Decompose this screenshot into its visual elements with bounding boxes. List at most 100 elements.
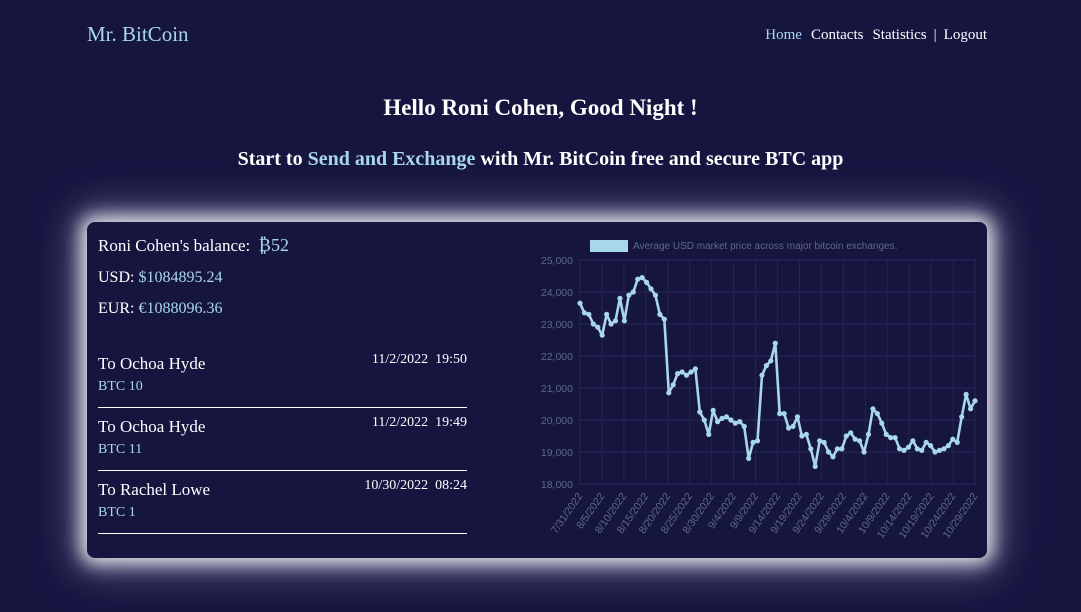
data-point[interactable] <box>604 311 610 317</box>
data-point[interactable] <box>959 414 965 420</box>
data-point[interactable] <box>688 369 694 375</box>
transaction-item[interactable]: To Ochoa Hyde 11/2/2022 19:49 BTC 11 <box>98 408 467 471</box>
data-point[interactable] <box>657 311 663 317</box>
data-point[interactable] <box>577 300 583 306</box>
data-point[interactable] <box>648 286 654 292</box>
data-point[interactable] <box>910 438 916 444</box>
data-point[interactable] <box>888 435 894 441</box>
data-point[interactable] <box>852 436 858 442</box>
data-point[interactable] <box>799 433 805 439</box>
data-point[interactable] <box>781 411 787 417</box>
data-point[interactable] <box>967 406 974 412</box>
data-point[interactable] <box>581 310 588 316</box>
data-point[interactable] <box>643 279 650 285</box>
transaction-item[interactable]: To Ochoa Hyde 11/2/2022 19:50 BTC 10 <box>98 345 467 408</box>
data-point[interactable] <box>834 446 841 452</box>
data-point[interactable] <box>661 316 667 322</box>
data-point[interactable] <box>652 292 659 298</box>
data-point[interactable] <box>772 340 778 346</box>
data-point[interactable] <box>763 363 770 369</box>
data-point[interactable] <box>590 321 596 327</box>
data-point[interactable] <box>905 444 912 450</box>
data-point[interactable] <box>950 436 956 442</box>
data-point[interactable] <box>879 420 885 426</box>
data-point[interactable] <box>626 292 632 298</box>
data-point[interactable] <box>746 455 752 461</box>
data-point[interactable] <box>803 431 809 437</box>
data-point[interactable] <box>817 438 823 444</box>
data-point[interactable] <box>785 425 792 431</box>
data-point[interactable] <box>825 449 832 455</box>
data-point[interactable] <box>932 449 938 455</box>
data-point[interactable] <box>870 406 876 412</box>
data-point[interactable] <box>914 446 920 452</box>
data-point[interactable] <box>639 275 645 281</box>
data-point[interactable] <box>843 433 849 439</box>
data-point[interactable] <box>963 391 969 397</box>
data-point[interactable] <box>865 431 872 437</box>
data-point[interactable] <box>954 439 960 445</box>
data-point[interactable] <box>848 430 854 436</box>
data-point[interactable] <box>732 420 738 426</box>
transaction-item[interactable]: To Rachel Lowe 10/30/2022 08:24 BTC 1 <box>98 471 467 534</box>
data-point[interactable] <box>670 382 676 388</box>
data-point[interactable] <box>697 409 703 415</box>
nav-logout[interactable]: Logout <box>943 27 987 43</box>
nav-contacts[interactable]: Contacts <box>810 27 864 43</box>
data-point[interactable] <box>901 447 907 453</box>
data-point[interactable] <box>586 311 592 317</box>
data-point[interactable] <box>635 276 641 282</box>
data-point[interactable] <box>692 366 698 372</box>
data-point[interactable] <box>808 446 814 452</box>
app-logo[interactable]: Mr. BitCoin <box>87 22 189 46</box>
data-point[interactable] <box>768 358 774 364</box>
data-point[interactable] <box>608 321 614 327</box>
data-point[interactable] <box>683 372 690 378</box>
data-point[interactable] <box>675 371 681 377</box>
data-point[interactable] <box>710 407 716 413</box>
data-point[interactable] <box>719 415 725 421</box>
data-point[interactable] <box>812 463 818 469</box>
data-point[interactable] <box>861 449 867 455</box>
data-point[interactable] <box>679 369 685 375</box>
data-point[interactable] <box>794 414 801 420</box>
data-point[interactable] <box>919 447 925 453</box>
data-point[interactable] <box>741 423 747 429</box>
data-point[interactable] <box>706 431 712 437</box>
data-point[interactable] <box>945 443 951 449</box>
legend-swatch[interactable] <box>590 240 628 252</box>
data-point[interactable] <box>630 289 636 295</box>
data-point[interactable] <box>701 417 707 423</box>
data-point[interactable] <box>777 411 783 417</box>
data-point[interactable] <box>759 372 765 378</box>
data-point[interactable] <box>599 332 605 338</box>
data-point[interactable] <box>790 423 796 429</box>
data-point[interactable] <box>936 447 943 453</box>
data-point[interactable] <box>892 435 898 441</box>
data-point[interactable] <box>923 439 929 445</box>
data-point[interactable] <box>728 417 734 423</box>
data-point[interactable] <box>874 411 880 417</box>
data-point[interactable] <box>723 414 730 420</box>
data-point[interactable] <box>821 439 827 445</box>
data-point[interactable] <box>839 446 845 452</box>
data-point[interactable] <box>621 318 627 324</box>
data-point[interactable] <box>928 443 934 449</box>
data-point[interactable] <box>972 398 978 404</box>
nav-statistics[interactable]: Statistics <box>872 27 927 43</box>
data-point[interactable] <box>896 446 903 452</box>
data-point[interactable] <box>883 431 889 437</box>
data-point[interactable] <box>754 438 761 444</box>
data-point[interactable] <box>830 454 836 460</box>
data-point[interactable] <box>617 295 623 301</box>
data-point[interactable] <box>595 324 601 330</box>
data-point[interactable] <box>666 390 672 396</box>
data-point[interactable] <box>941 446 947 452</box>
data-point[interactable] <box>750 439 756 445</box>
data-point[interactable] <box>737 419 743 425</box>
data-point[interactable] <box>612 318 619 324</box>
legend-label[interactable]: Average USD market price across major bi… <box>633 241 897 252</box>
data-point[interactable] <box>714 419 721 425</box>
nav-home[interactable]: Home <box>765 27 802 43</box>
data-point[interactable] <box>857 438 863 444</box>
